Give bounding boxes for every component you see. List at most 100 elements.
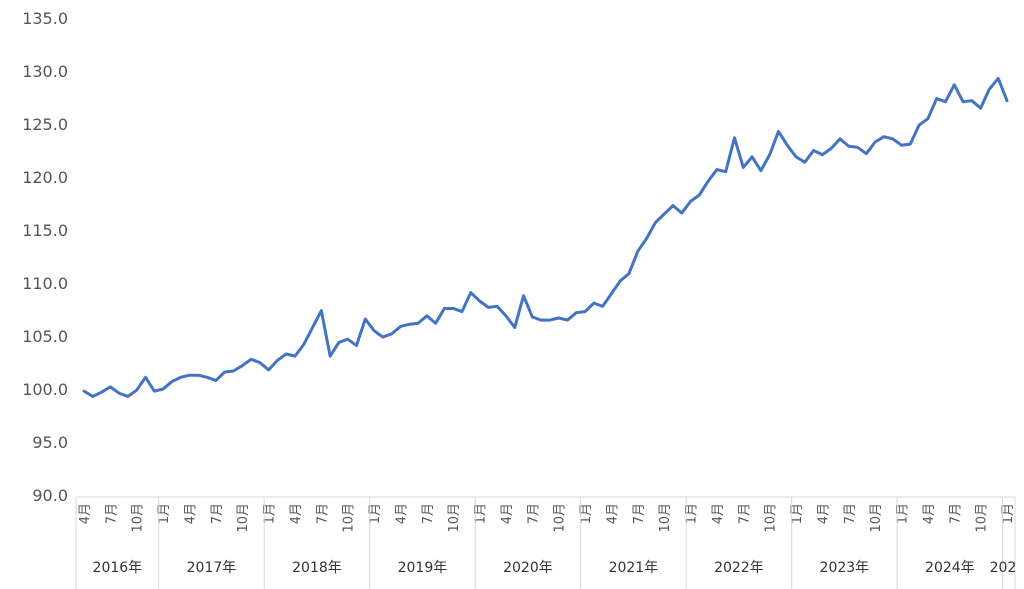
year-label: 2024年 [925, 560, 975, 576]
x-tick-label: 1月 [157, 503, 172, 524]
data-point [214, 379, 217, 382]
data-point [126, 395, 129, 398]
x-tick-label: 4月 [183, 503, 198, 524]
y-tick-label: 95.0 [32, 433, 68, 452]
data-point [830, 147, 833, 150]
year-label: 2019年 [398, 560, 448, 576]
x-tick-label: 7月 [104, 503, 119, 524]
y-tick-label: 90.0 [32, 486, 68, 505]
data-point [197, 374, 200, 377]
data-point [487, 306, 490, 309]
y-tick-label: 110.0 [22, 274, 68, 293]
data-point [698, 194, 701, 197]
data-point [232, 369, 235, 372]
data-point [874, 141, 877, 144]
data-point [513, 326, 516, 329]
data-point [188, 374, 191, 377]
y-tick-label: 125.0 [22, 115, 68, 134]
x-tick-label: 10月 [447, 503, 462, 533]
x-tick-label: 1月 [263, 503, 278, 524]
year-label: 2017年 [187, 560, 237, 576]
data-point [373, 329, 376, 332]
data-point [689, 200, 692, 203]
x-tick-label: 4月 [711, 503, 726, 524]
x-tick-label: 10月 [342, 503, 357, 533]
data-point [258, 361, 261, 364]
data-point [91, 395, 94, 398]
year-label: 2021年 [609, 560, 659, 576]
x-tick-label: 7月 [210, 503, 225, 524]
data-point [100, 391, 103, 394]
data-point [953, 83, 956, 86]
data-point [592, 302, 595, 305]
data-point [496, 305, 499, 308]
data-point [408, 323, 411, 326]
data-point [531, 315, 534, 318]
data-point [882, 135, 885, 138]
data-point [671, 204, 674, 207]
data-point [944, 100, 947, 103]
y-tick-label: 100.0 [22, 380, 68, 399]
data-point [83, 390, 86, 393]
x-tick-label: 4月 [500, 503, 515, 524]
data-point [970, 99, 973, 102]
x-tick-label: 10月 [658, 503, 673, 533]
y-tick-label: 135.0 [22, 9, 68, 28]
data-point [170, 380, 173, 383]
data-point [311, 326, 314, 329]
data-point [390, 332, 393, 335]
x-tick-label: 10月 [553, 503, 568, 533]
year-label: 202 [990, 560, 1017, 576]
data-point [302, 343, 305, 346]
data-point [417, 322, 420, 325]
y-tick-label: 130.0 [22, 62, 68, 81]
data-point [355, 344, 358, 347]
data-point [926, 117, 929, 120]
x-tick-label: 4月 [289, 503, 304, 524]
x-tick-label: 10月 [764, 503, 779, 533]
data-point [838, 137, 841, 140]
data-point [557, 316, 560, 319]
x-tick-label: 7月 [737, 503, 752, 524]
x-tick-label: 1月 [579, 503, 594, 524]
data-point [584, 310, 587, 313]
data-point [285, 353, 288, 356]
data-point [724, 170, 727, 173]
data-point [909, 143, 912, 146]
data-point [276, 359, 279, 362]
data-point [645, 237, 648, 240]
data-point [795, 155, 798, 158]
data-point [320, 309, 323, 312]
x-tick-label: 1月 [685, 503, 700, 524]
data-point [135, 389, 138, 392]
x-tick-label: 10月 [131, 503, 146, 533]
year-label: 2016年 [93, 560, 143, 576]
data-point [786, 144, 789, 147]
y-tick-label: 105.0 [22, 327, 68, 346]
data-point [610, 292, 613, 295]
data-point [162, 388, 165, 391]
x-tick-label: 1月 [368, 503, 383, 524]
data-point [742, 166, 745, 169]
data-point [399, 325, 402, 328]
data-point [759, 169, 762, 172]
data-point [364, 318, 367, 321]
data-point [812, 149, 815, 152]
data-point [707, 180, 710, 183]
data-point [337, 341, 340, 344]
x-tick-label: 10月 [236, 503, 251, 533]
x-tick-label: 10月 [975, 503, 990, 533]
data-point [548, 319, 551, 322]
year-label: 2022年 [714, 560, 764, 576]
x-tick-label: 4月 [922, 503, 937, 524]
y-tick-label: 115.0 [22, 221, 68, 240]
data-point [329, 355, 332, 358]
data-point [153, 390, 156, 393]
data-point [504, 314, 507, 317]
x-tick-label: 4月 [816, 503, 831, 524]
data-point [540, 319, 543, 322]
x-tick-label: 1月 [1001, 503, 1016, 524]
year-label: 2020年 [503, 560, 553, 576]
data-point [434, 322, 437, 325]
data-point [460, 310, 463, 313]
